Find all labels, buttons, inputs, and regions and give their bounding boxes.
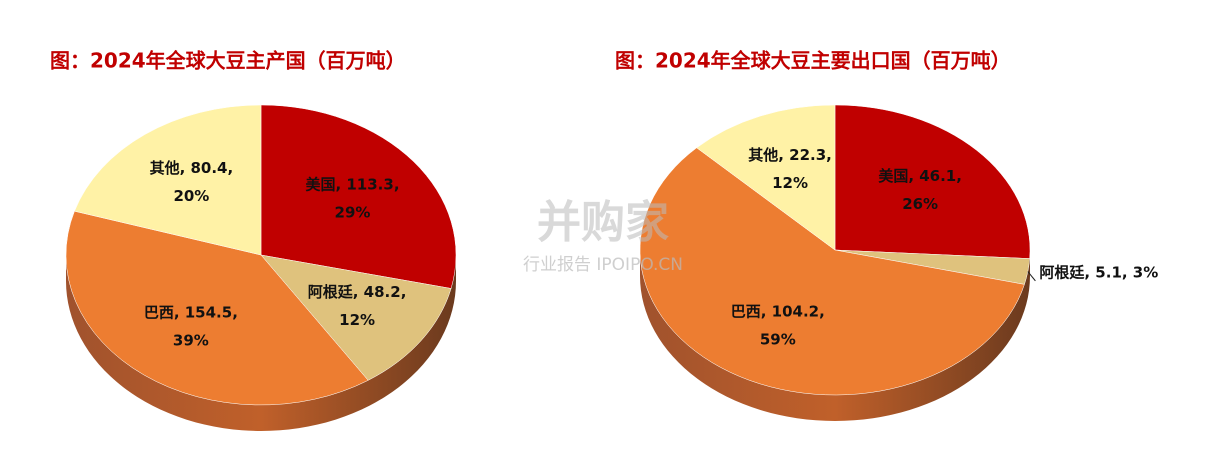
pie-slice [260,104,457,289]
data-label: 59% [760,330,796,348]
pie-side [640,250,1030,421]
watermark: 并购家 [537,197,669,248]
data-label: 12% [339,311,375,329]
data-label: 巴西, 104.2, [731,302,825,320]
watermark-sub: 行业报告 IPOIPO.CN [523,255,683,275]
pie-slice [74,104,262,256]
pie-side [66,255,456,431]
data-label: 其他, 80.4, [150,159,234,177]
leader-line [1027,271,1036,282]
data-label: 20% [173,187,209,205]
data-label: 12% [772,174,808,192]
pie-slice [834,104,1031,259]
chart-title: 图：2024年全球大豆主产国（百万吨） [50,49,406,73]
data-label: 美国, 113.3, [305,175,399,193]
data-label: 29% [335,203,371,221]
data-label: 39% [173,332,209,350]
pie-slice [639,147,1025,396]
data-label: 其他, 22.3, [748,146,832,164]
data-label: 阿根廷, 48.2, [308,283,407,301]
data-label: 巴西, 154.5, [144,304,238,322]
chart-title: 图：2024年全球大豆主要出口国（百万吨） [615,49,1011,73]
data-label: 阿根廷, 5.1, 3% [1039,263,1158,281]
data-label: 美国, 46.1, [878,167,962,185]
pie-slice [696,104,836,251]
pie-slice [65,210,369,406]
pie-slice [260,254,452,381]
data-label: 26% [902,195,938,213]
